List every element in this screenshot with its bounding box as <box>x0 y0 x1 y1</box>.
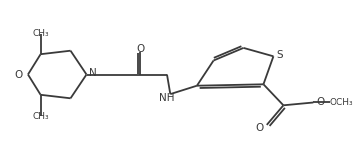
Text: CH₃: CH₃ <box>32 29 49 38</box>
Text: NH: NH <box>159 93 175 103</box>
Text: O: O <box>15 69 23 80</box>
Text: O: O <box>255 123 263 133</box>
Text: CH₃: CH₃ <box>32 112 49 121</box>
Text: O: O <box>136 44 144 54</box>
Text: OCH₃: OCH₃ <box>330 98 354 107</box>
Text: S: S <box>277 50 283 60</box>
Text: O: O <box>317 97 325 107</box>
Text: N: N <box>89 68 97 78</box>
